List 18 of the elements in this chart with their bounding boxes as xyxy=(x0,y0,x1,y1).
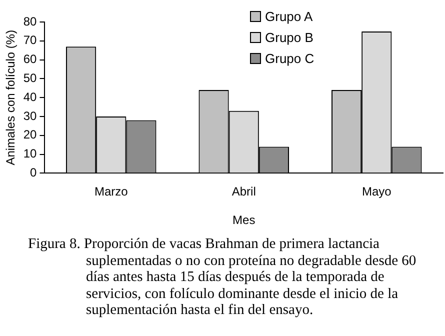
y-tick-label: 80 xyxy=(23,14,38,28)
x-tick-label: Mayo xyxy=(362,184,392,199)
x-tick-label: Marzo xyxy=(94,184,128,199)
y-tick-label: 60 xyxy=(23,52,38,66)
x-tick-label: Abril xyxy=(232,184,256,199)
x-axis-title: Mes xyxy=(232,213,256,228)
y-tick-label: 40 xyxy=(23,90,38,104)
text: Figura 8. Proporción de vacas Brahman de primera lactancia suplementadas o no con proteína no degradable desde 60 días antes hasta 15 días después de la temporada de servicios, con folículo dominante desde el inicio de la suplementación hasta el fin del ensayo. xyxy=(28,236,418,318)
y-tick-label: 70 xyxy=(23,33,38,48)
y-axis-title: Animales con folículo (%) xyxy=(4,30,18,166)
y-tick-label: 20 xyxy=(23,128,38,142)
y-tick-label: 10 xyxy=(23,146,38,161)
legend-label: Grupo A xyxy=(265,8,313,26)
legend-label: Grupo B xyxy=(265,29,314,47)
y-tick-label: 30 xyxy=(23,108,38,123)
y-tick-label: 50 xyxy=(23,71,38,86)
legend-label: Grupo C xyxy=(265,50,314,68)
y-tick-label: 0 xyxy=(30,166,38,180)
